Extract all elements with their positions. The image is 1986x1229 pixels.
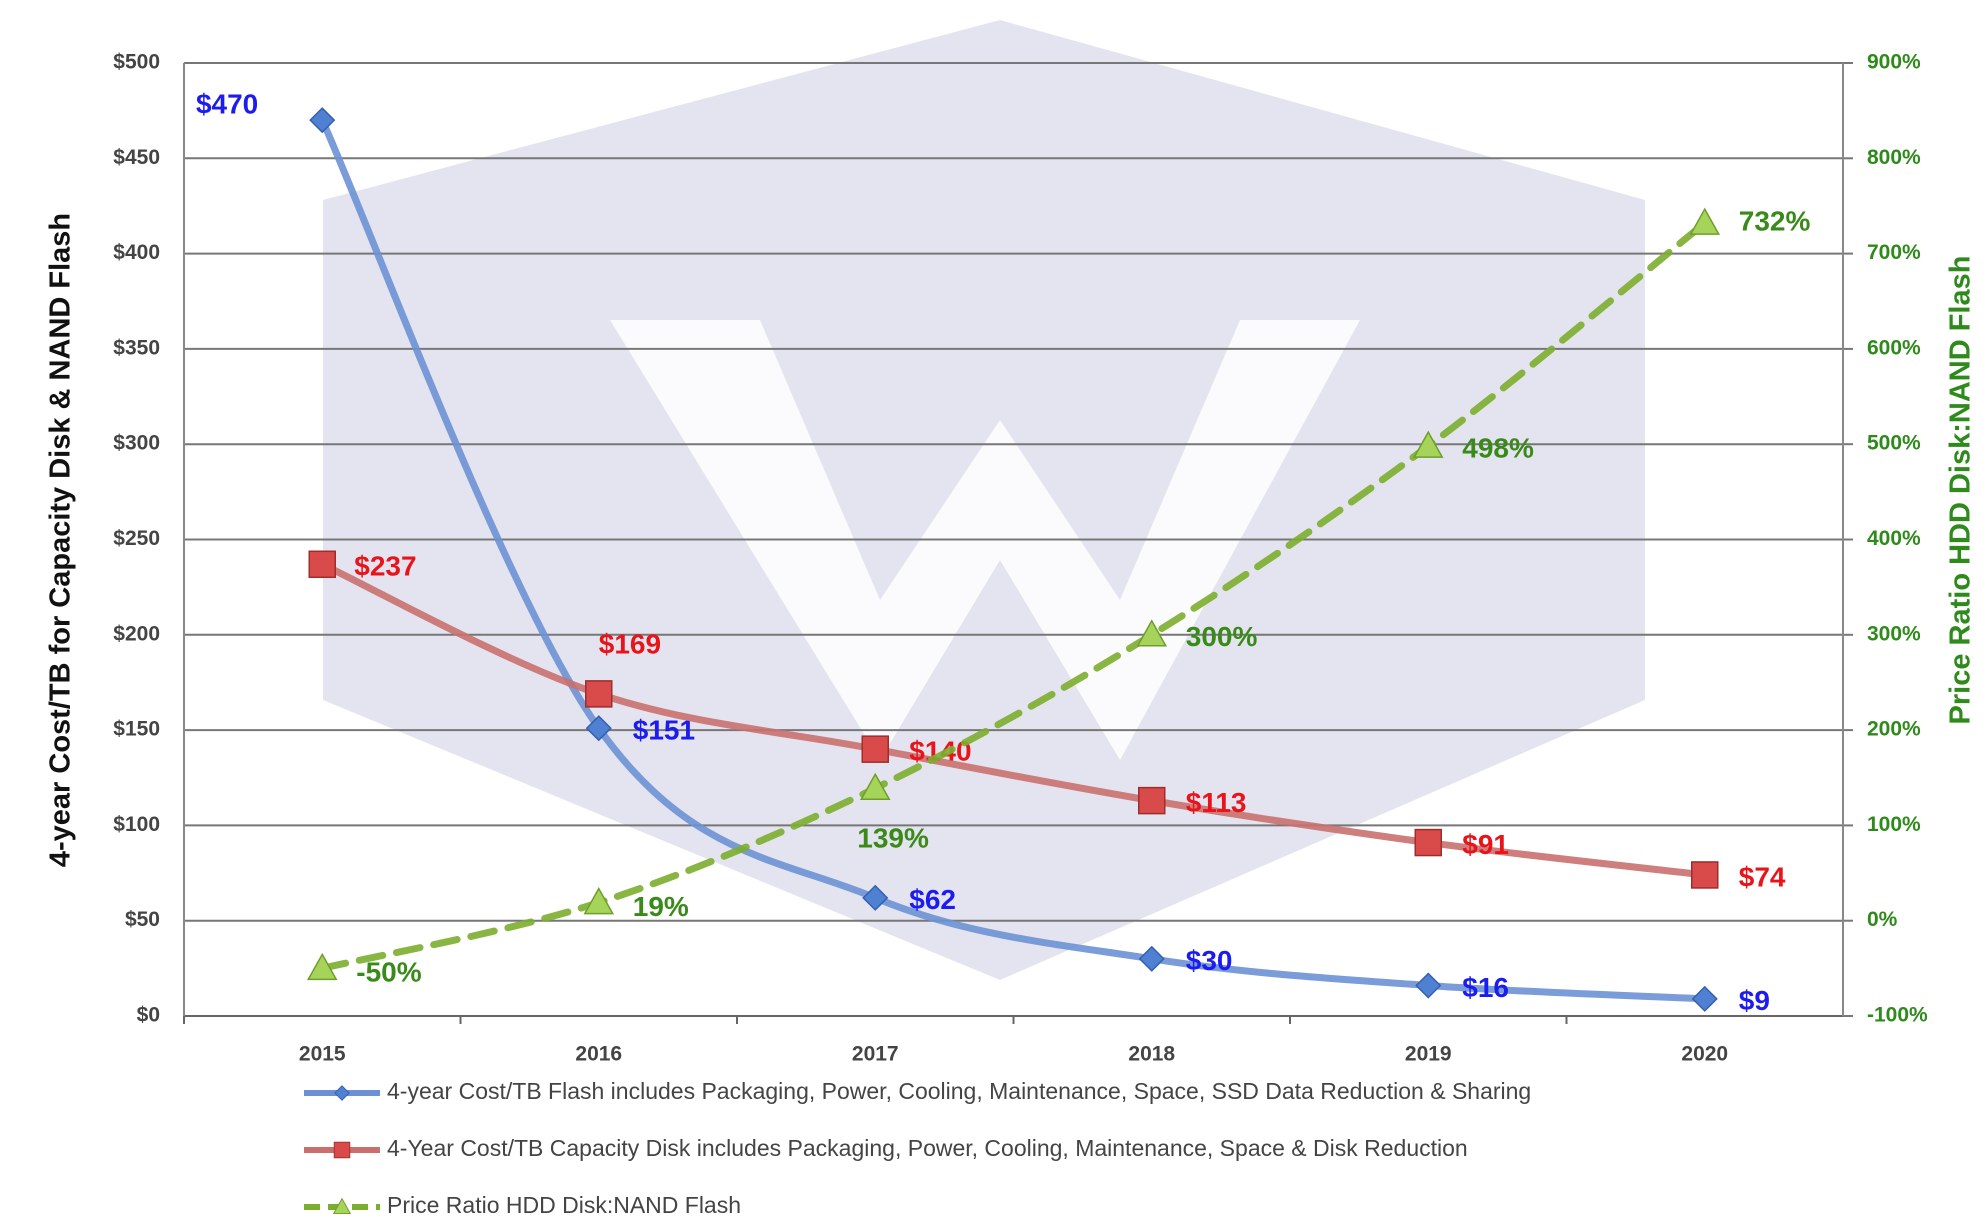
data-label: 300%: [1186, 621, 1258, 652]
data-label: -50%: [356, 957, 421, 988]
data-point: [862, 884, 889, 911]
y-tick-label: $150: [113, 718, 160, 741]
x-tick-label: 2016: [575, 1043, 622, 1066]
y-tick-label: $450: [113, 146, 160, 169]
y-tick-label: $500: [113, 51, 160, 74]
legend-marker: [334, 1085, 350, 1101]
data-point: [1138, 945, 1165, 972]
data-point: [585, 715, 612, 742]
y2-tick-label: 600%: [1867, 336, 1921, 359]
data-label: $140: [909, 736, 971, 767]
data-label: $16: [1462, 972, 1509, 1003]
data-label: $169: [599, 628, 661, 659]
data-point: [1412, 430, 1444, 458]
data-point: [1138, 786, 1166, 815]
y2-tick-label: 700%: [1867, 241, 1921, 264]
legend-marker: [332, 1197, 352, 1215]
data-point: [1136, 619, 1168, 647]
data-label: 732%: [1739, 205, 1811, 236]
data-point: [1691, 861, 1719, 889]
data-point: [861, 735, 889, 763]
data-label: $9: [1739, 985, 1770, 1016]
y2-tick-label: 900%: [1867, 51, 1921, 74]
data-point: [309, 107, 336, 134]
data-label: $470: [196, 89, 258, 120]
series-line: [318, 219, 1709, 972]
legend-label: 4-Year Cost/TB Capacity Disk includes Pa…: [387, 1135, 1468, 1161]
legend-marker: [333, 1141, 351, 1159]
y2-tick-label: 0%: [1867, 908, 1898, 931]
y-tick-label: $350: [113, 336, 160, 359]
data-label: $237: [354, 551, 416, 582]
x-tick-label: 2015: [299, 1043, 346, 1066]
data-label: 498%: [1462, 432, 1534, 463]
data-point: [583, 887, 615, 915]
y-tick-label: $50: [125, 908, 160, 931]
data-label: $113: [1186, 787, 1247, 818]
y2-tick-label: 300%: [1867, 622, 1921, 645]
y-tick-label: $250: [113, 527, 160, 550]
x-tick-label: 2020: [1681, 1043, 1728, 1066]
y2-tick-label: 200%: [1867, 718, 1921, 741]
y2-tick-label: 500%: [1867, 432, 1921, 455]
data-label: $62: [909, 884, 956, 915]
data-point: [1414, 828, 1442, 857]
data-label: 139%: [857, 823, 929, 854]
data-point: [306, 952, 338, 981]
x-tick-label: 2019: [1405, 1043, 1452, 1066]
y-tick-label: $100: [113, 813, 160, 836]
y2-tick-label: -100%: [1867, 1004, 1928, 1027]
legend-label: Price Ratio HDD Disk:NAND Flash: [387, 1192, 741, 1218]
y-tick-label: $0: [137, 1004, 160, 1027]
series-line: [318, 560, 1709, 879]
legend-label: 4-year Cost/TB Flash includes Packaging,…: [387, 1078, 1531, 1104]
y-tick-label: $400: [113, 241, 160, 264]
data-point: [1415, 972, 1442, 999]
data-point: [1691, 985, 1718, 1012]
data-point: [308, 550, 336, 579]
x-tick-label: 2017: [852, 1043, 899, 1066]
y-tick-label: $200: [113, 622, 160, 645]
y2-tick-label: 400%: [1867, 527, 1921, 550]
y2-axis-title: Price Ratio HDD Disk:NAND Flash: [1945, 256, 1977, 725]
data-point: [585, 680, 613, 708]
x-tick-label: 2018: [1128, 1043, 1175, 1066]
data-label: 19%: [633, 891, 689, 922]
y-axis-title: 4-year Cost/TB for Capacity Disk & NAND …: [45, 213, 77, 867]
y2-tick-label: 100%: [1867, 813, 1921, 836]
data-label: $91: [1462, 829, 1509, 860]
y-tick-label: $300: [113, 432, 160, 455]
data-point: [1689, 207, 1721, 235]
data-label: $30: [1186, 945, 1233, 976]
data-label: $74: [1739, 861, 1786, 892]
y2-tick-label: 800%: [1867, 146, 1921, 169]
data-point: [859, 772, 891, 800]
